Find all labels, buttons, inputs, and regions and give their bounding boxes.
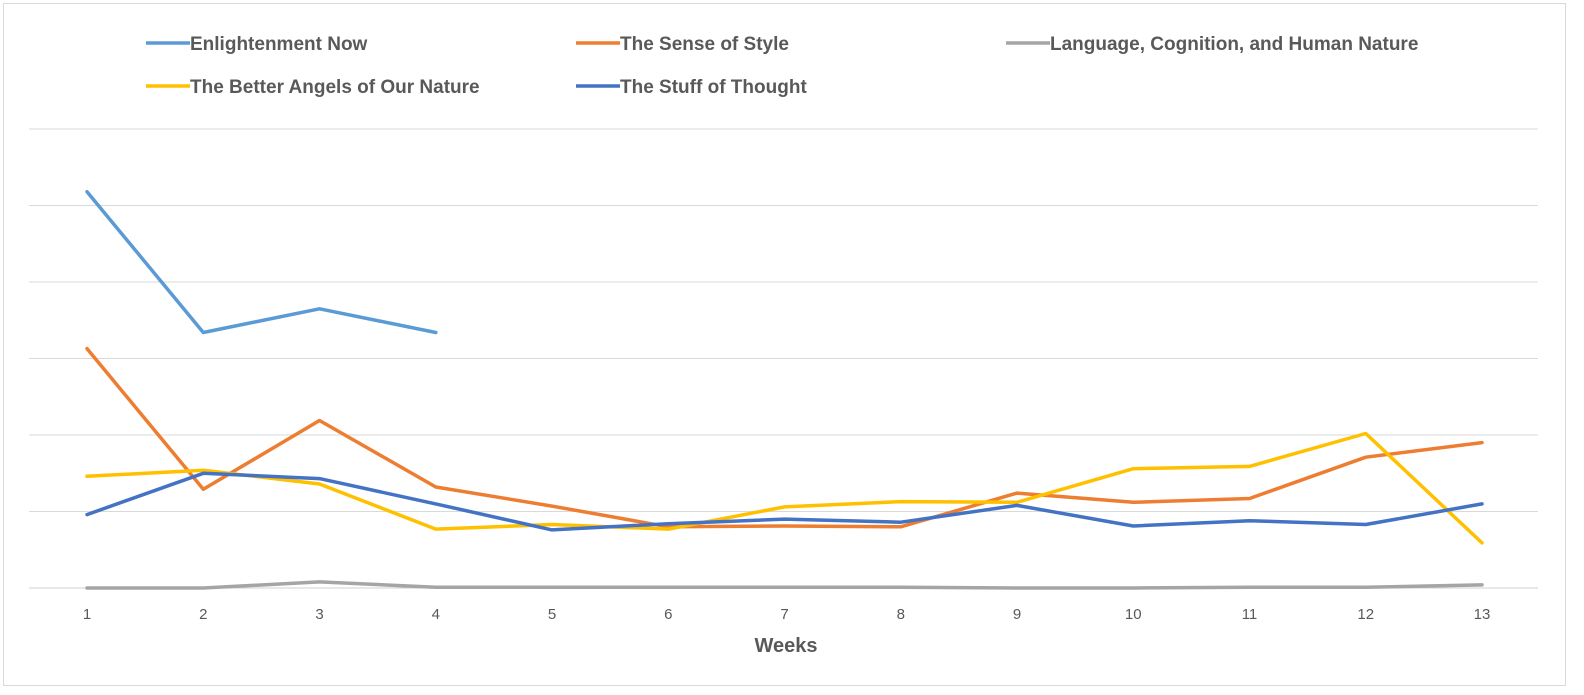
legend-item: Language, Cognition, and Human Nature <box>1006 34 1418 55</box>
legend: Enlightenment Now The Sense of Style Langu… <box>146 34 1418 98</box>
x-tick-label: 12 <box>1357 606 1374 623</box>
x-tick-label: 13 <box>1474 606 1491 623</box>
series-line <box>85 346 1484 529</box>
x-tick-label: 4 <box>432 606 440 623</box>
legend-item: The Stuff of Thought <box>576 77 807 98</box>
legend-label: The Stuff of Thought <box>620 77 807 98</box>
legend-item: Enlightenment Now <box>146 34 368 55</box>
legend-label: Language, Cognition, and Human Nature <box>1050 34 1418 55</box>
x-tick-label: 6 <box>664 606 672 623</box>
legend-label: The Sense of Style <box>620 34 789 55</box>
x-tick-label: 8 <box>897 606 905 623</box>
x-axis-title: Weeks <box>754 635 817 657</box>
x-tick-label: 5 <box>548 606 556 623</box>
series-line <box>85 431 1484 545</box>
x-tick-label: 1 <box>83 606 91 623</box>
x-tick-label: 9 <box>1013 606 1021 623</box>
series-line <box>85 189 438 335</box>
series-lines <box>85 189 1484 590</box>
chart-frame: 1 2 3 4 5 6 7 8 9 10 11 12 13 Enlightenment Now The S… <box>3 3 1566 686</box>
legend-item: The Sense of Style <box>576 34 789 55</box>
x-tick-label: 7 <box>780 606 788 623</box>
line-chart: 1 2 3 4 5 6 7 8 9 10 11 12 13 Enlightenment Now The S… <box>29 34 1538 657</box>
legend-label: Enlightenment Now <box>190 34 368 55</box>
x-tick-label: 2 <box>199 606 207 623</box>
x-tick-label: 11 <box>1242 606 1258 623</box>
legend-item: The Better Angels of Our Nature <box>146 77 480 98</box>
series-line <box>85 580 1484 590</box>
x-tick-label: 10 <box>1125 606 1142 623</box>
x-tick-label: 3 <box>315 606 323 623</box>
gridlines <box>29 128 1538 589</box>
series-line <box>85 471 1484 532</box>
x-axis-ticks: 1 2 3 4 5 6 7 8 9 10 11 12 13 <box>83 606 1491 623</box>
legend-label: The Better Angels of Our Nature <box>190 77 480 98</box>
